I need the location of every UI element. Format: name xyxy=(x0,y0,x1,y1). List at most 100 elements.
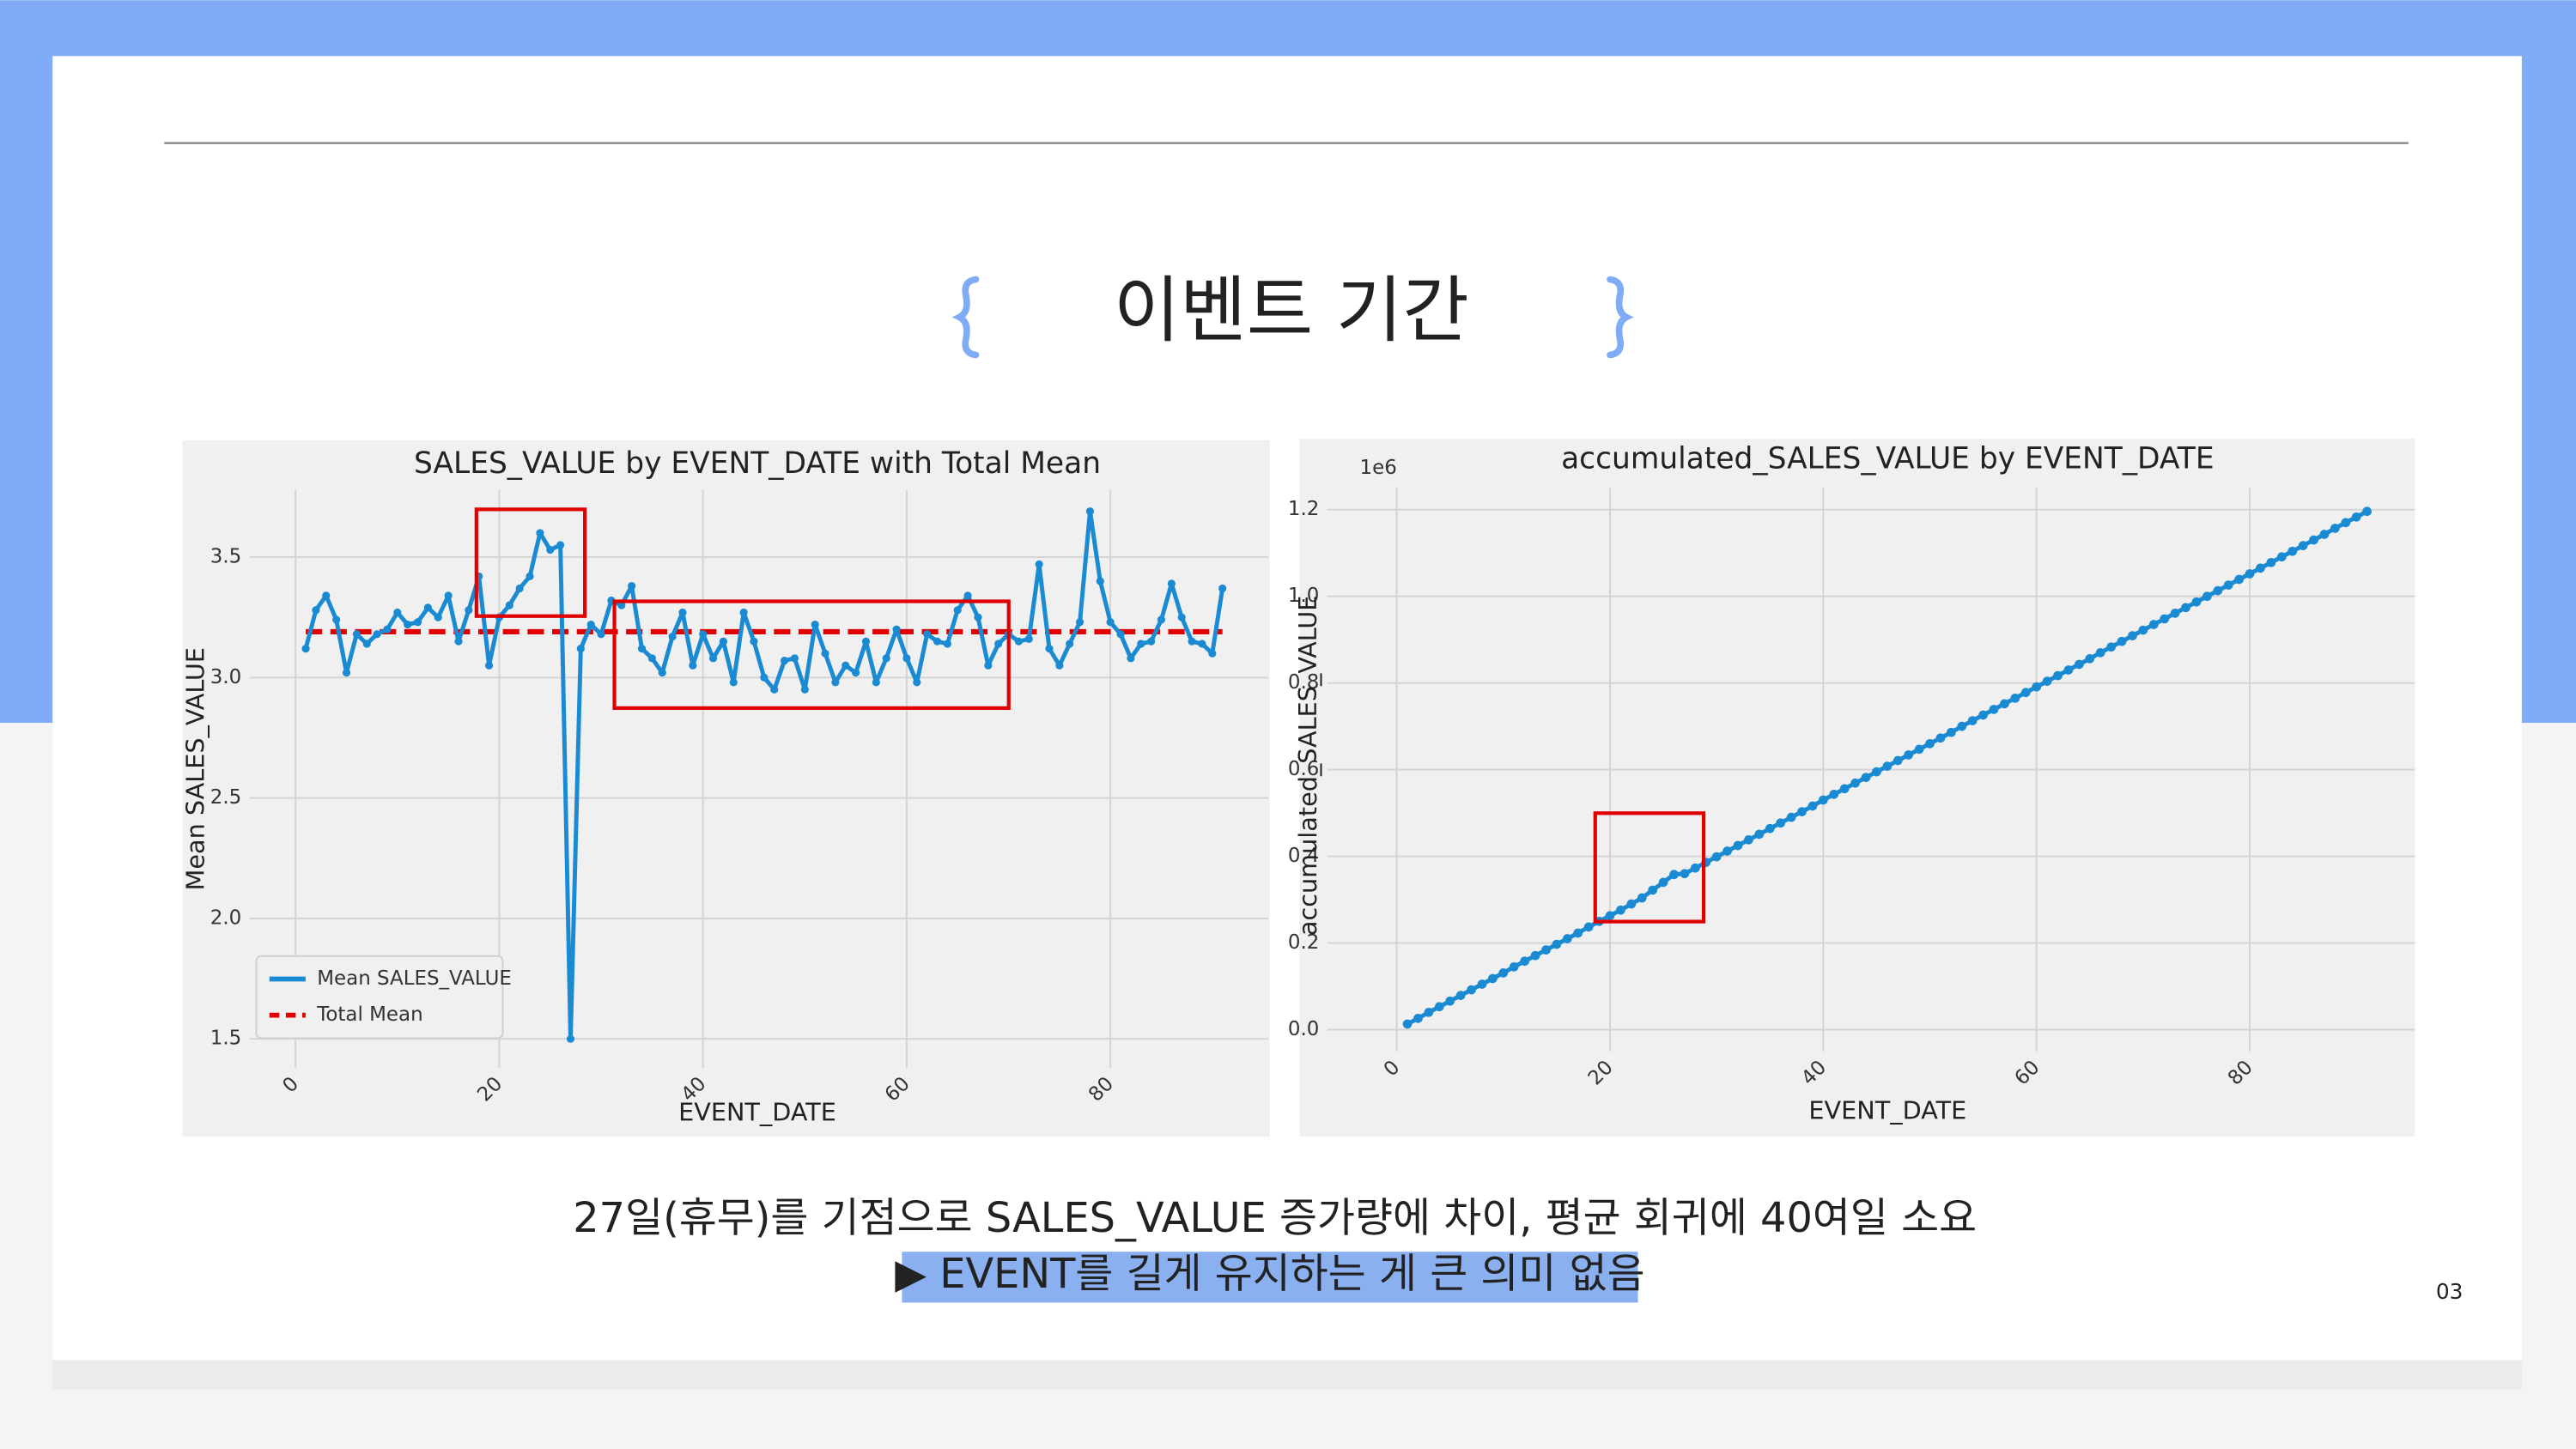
data-point xyxy=(739,608,748,617)
data-point xyxy=(1648,885,1658,895)
data-point xyxy=(556,541,565,549)
y-tick-label: 0.2 xyxy=(1288,931,1319,954)
legend-box xyxy=(255,955,504,1040)
data-point xyxy=(2256,563,2265,573)
data-point xyxy=(2276,552,2287,562)
data-point xyxy=(1075,618,1084,627)
y-tick-label: 0.4 xyxy=(1288,845,1319,867)
data-point xyxy=(628,582,636,591)
data-point xyxy=(1861,773,1871,783)
data-point xyxy=(729,678,738,687)
data-point xyxy=(1127,654,1135,663)
data-point xyxy=(2213,585,2223,596)
data-point xyxy=(1509,961,1519,972)
data-point xyxy=(637,645,647,653)
data-point xyxy=(1413,1014,1423,1023)
data-point xyxy=(1552,939,1562,949)
data-point xyxy=(1424,1007,1434,1017)
data-point xyxy=(2181,603,2190,613)
data-point xyxy=(1765,823,1775,834)
data-point xyxy=(994,640,1003,648)
data-point xyxy=(1488,973,1498,984)
y-tick-label: 3.5 xyxy=(210,545,241,567)
data-point xyxy=(423,603,432,612)
data-point xyxy=(1541,945,1551,955)
slide-title: 이벤트 기간 xyxy=(1114,269,1469,353)
data-point xyxy=(342,669,351,677)
data-point xyxy=(770,685,779,694)
data-point xyxy=(505,601,513,609)
right-brace xyxy=(1607,276,1634,359)
data-point xyxy=(2191,597,2202,607)
data-point xyxy=(760,673,769,682)
data-point xyxy=(484,661,494,670)
data-point xyxy=(1434,1002,1444,1012)
y-tick-label: 2.0 xyxy=(210,906,241,929)
data-point xyxy=(821,649,829,658)
data-point xyxy=(1722,846,1732,856)
highlight-box xyxy=(474,507,587,618)
data-point xyxy=(2032,682,2042,692)
data-point xyxy=(1680,869,1690,879)
data-point xyxy=(882,654,890,663)
data-point xyxy=(1014,637,1024,646)
data-point xyxy=(1137,640,1145,648)
data-point xyxy=(913,678,921,687)
data-point xyxy=(1776,818,1786,828)
data-point xyxy=(923,630,932,639)
data-point xyxy=(1573,928,1583,938)
data-point xyxy=(852,669,860,677)
data-point xyxy=(1116,630,1125,639)
data-point xyxy=(2000,699,2009,709)
card-shadow xyxy=(52,1360,2522,1390)
data-point xyxy=(373,630,381,639)
caption-line: 27일(휴무)를 기점으로 SALES_VALUE 증가량에 차이, 평균 회귀… xyxy=(573,1195,1977,1242)
highlight-box xyxy=(612,599,1011,710)
data-point xyxy=(362,640,371,648)
data-point xyxy=(647,654,656,663)
data-point xyxy=(2266,557,2276,567)
data-point xyxy=(678,608,687,617)
data-point xyxy=(1096,577,1104,585)
data-point xyxy=(2170,609,2180,618)
axis-offset-label: 1e6 xyxy=(1360,457,1397,479)
data-point xyxy=(974,613,982,621)
y-tick-label: 1.0 xyxy=(1288,585,1319,607)
data-point xyxy=(708,654,718,663)
y-tick-label: 0.0 xyxy=(1288,1018,1319,1040)
data-point xyxy=(1839,784,1850,794)
data-point xyxy=(1167,579,1176,588)
data-point xyxy=(1188,637,1196,646)
data-point xyxy=(352,630,361,639)
data-point xyxy=(943,640,951,648)
data-point xyxy=(1786,812,1796,822)
data-point xyxy=(526,572,534,581)
data-point xyxy=(1850,778,1860,788)
data-point xyxy=(1904,750,1914,760)
data-point xyxy=(1467,985,1476,995)
data-point xyxy=(811,620,819,629)
data-point xyxy=(963,591,972,600)
data-point xyxy=(1562,934,1572,943)
chart-title: accumulated_SALES_VALUE by EVENT_DATE xyxy=(1561,441,2215,476)
data-point xyxy=(699,630,708,639)
data-point xyxy=(383,625,392,634)
data-point xyxy=(444,591,453,600)
data-point xyxy=(1658,877,1668,888)
x-axis-label: EVENT_DATE xyxy=(1808,1096,1966,1125)
data-point xyxy=(322,591,331,600)
data-point xyxy=(2010,693,2020,703)
data-point xyxy=(1807,801,1818,811)
data-point xyxy=(1085,507,1095,516)
data-point xyxy=(2085,654,2095,664)
data-point xyxy=(841,661,850,670)
data-point xyxy=(2053,670,2063,681)
data-point xyxy=(984,661,993,670)
data-point xyxy=(719,637,728,646)
data-point xyxy=(536,529,544,537)
data-point xyxy=(1818,795,1828,805)
data-point xyxy=(1024,634,1033,643)
data-point xyxy=(1402,1019,1413,1029)
